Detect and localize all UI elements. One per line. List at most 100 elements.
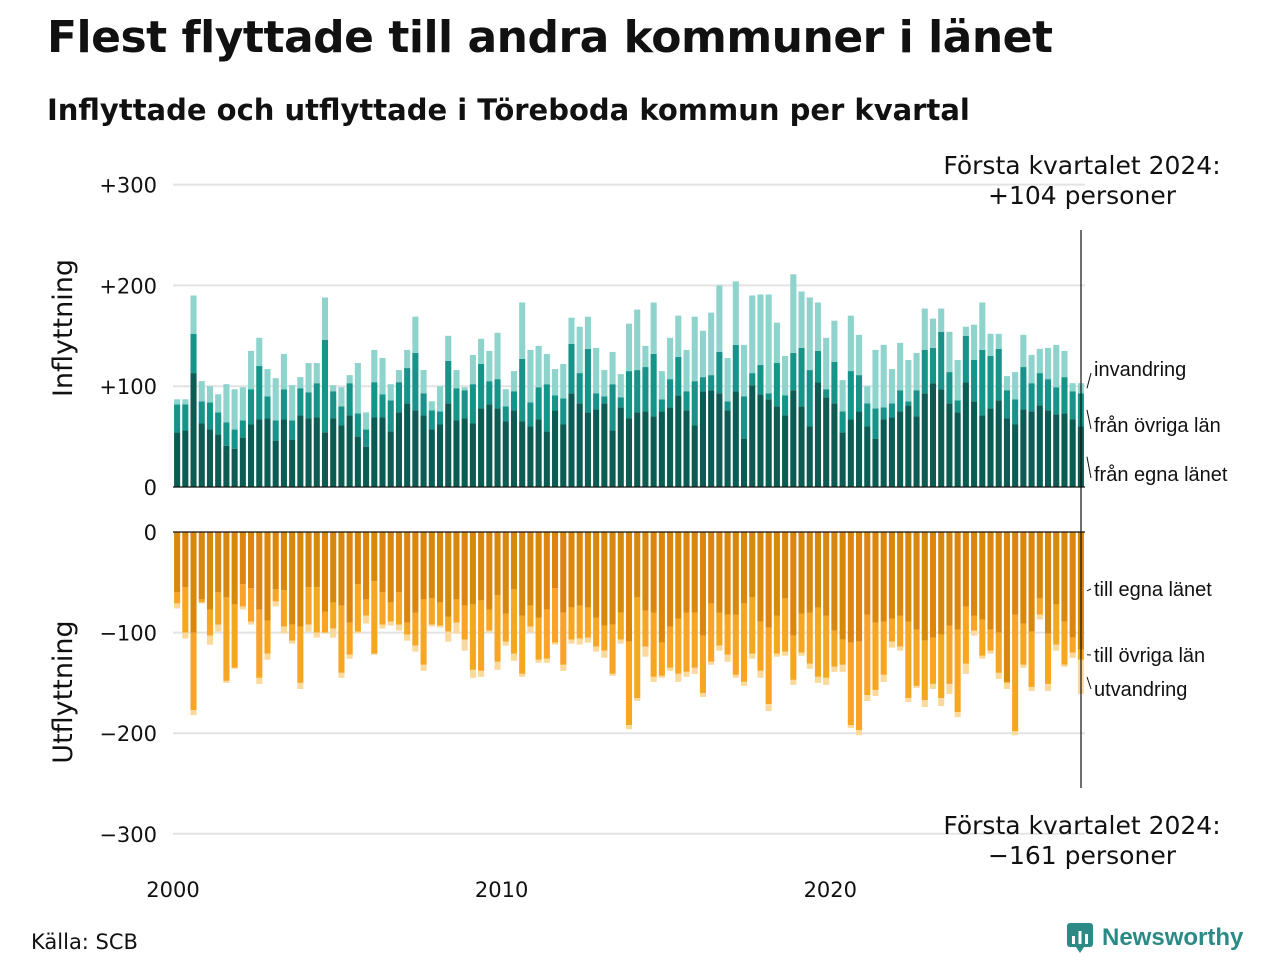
bar-inflow-other-counties — [256, 366, 262, 419]
bar-inflow-other-counties — [495, 379, 501, 408]
bar-inflow-other-counties — [347, 383, 353, 415]
bar-outflow-other-counties — [240, 584, 246, 606]
bar-outflow-other-counties — [273, 589, 279, 601]
bar-inflow-immigration — [1012, 372, 1018, 399]
bar-inflow-own-county — [749, 385, 755, 487]
bar-outflow-emigration — [593, 647, 599, 652]
bar-inflow-own-county — [996, 400, 1002, 487]
bar-outflow-emigration — [741, 682, 747, 686]
bar-outflow-own-county — [815, 532, 821, 607]
bar-outflow-other-counties — [429, 598, 435, 624]
bar-outflow-own-county — [445, 532, 451, 617]
bar-inflow-own-county — [642, 411, 648, 487]
bar-outflow-own-county — [700, 532, 706, 636]
bar-inflow-own-county — [379, 417, 385, 487]
bar-outflow-own-county — [568, 532, 574, 607]
bar-inflow-immigration — [429, 401, 435, 410]
bar-outflow-emigration — [700, 693, 706, 697]
bar-inflow-other-counties — [749, 373, 755, 385]
bar-inflow-own-county — [322, 433, 328, 487]
bar-outflow-emigration — [240, 606, 246, 609]
bar-outflow-emigration — [667, 668, 673, 671]
bar-outflow-emigration — [297, 683, 303, 689]
bar-outflow-emigration — [881, 675, 887, 682]
bar-outflow-other-counties — [470, 604, 476, 669]
bar-inflow-immigration — [232, 389, 238, 429]
bar-inflow-other-counties — [1037, 373, 1043, 405]
bar-inflow-own-county — [289, 440, 295, 487]
bar-inflow-own-county — [421, 415, 427, 487]
bar-outflow-emigration — [1029, 687, 1035, 691]
bar-outflow-own-county — [749, 532, 755, 597]
bar-inflow-own-county — [478, 408, 484, 487]
bar-inflow-immigration — [552, 369, 558, 395]
bar-inflow-immigration — [388, 384, 394, 400]
bar-inflow-own-county — [240, 438, 246, 487]
bar-outflow-own-county — [872, 532, 878, 623]
bar-outflow-other-counties — [1070, 638, 1076, 653]
bar-inflow-immigration — [856, 335, 862, 375]
bar-outflow-emigration — [1037, 614, 1043, 619]
bar-inflow-other-counties — [297, 388, 303, 415]
bar-inflow-immigration — [347, 375, 353, 383]
bar-inflow-other-counties — [536, 387, 542, 419]
bar-inflow-other-counties — [683, 391, 689, 410]
bar-outflow-other-counties — [807, 612, 813, 663]
bar-inflow-own-county — [914, 416, 920, 487]
bar-outflow-emigration — [314, 633, 320, 638]
bar-outflow-own-county — [996, 532, 1002, 633]
bar-inflow-other-counties — [421, 393, 427, 415]
bar-inflow-immigration — [511, 371, 517, 391]
bar-inflow-immigration — [963, 327, 969, 336]
bar-outflow-own-county — [1004, 532, 1010, 682]
top-annotation-line2: +104 personer — [988, 181, 1177, 210]
bar-outflow-other-counties — [601, 626, 607, 651]
bar-inflow-other-counties — [379, 394, 385, 417]
bar-inflow-other-counties — [848, 371, 854, 419]
bar-inflow-own-county — [314, 417, 320, 487]
bar-outflow-other-counties — [930, 638, 936, 684]
bar-outflow-own-county — [306, 532, 312, 587]
bar-outflow-other-counties — [856, 642, 862, 731]
bar-outflow-emigration — [683, 672, 689, 677]
bar-outflow-other-counties — [618, 612, 624, 639]
bar-outflow-own-county — [273, 532, 279, 589]
bar-outflow-other-counties — [404, 623, 410, 635]
bar-outflow-own-county — [264, 532, 270, 621]
bar-outflow-other-counties — [831, 631, 837, 667]
bar-inflow-own-county — [396, 412, 402, 487]
bar-inflow-other-counties — [174, 404, 180, 432]
bar-outflow-emigration — [889, 642, 895, 648]
bar-outflow-other-counties — [536, 618, 542, 660]
bar-outflow-emigration — [347, 655, 353, 659]
bar-inflow-immigration — [807, 297, 813, 370]
bar-outflow-emigration — [815, 677, 821, 683]
bar-outflow-other-counties — [963, 606, 969, 663]
bar-outflow-own-county — [519, 532, 525, 615]
bar-inflow-other-counties — [470, 384, 476, 423]
bar-outflow-other-counties — [626, 642, 632, 725]
bar-inflow-immigration — [404, 350, 410, 368]
bar-outflow-emigration — [1020, 665, 1026, 668]
bar-outflow-other-counties — [914, 630, 920, 686]
bar-inflow-immigration — [182, 399, 188, 404]
bar-inflow-other-counties — [585, 349, 591, 413]
bar-inflow-other-counties — [725, 401, 731, 410]
bar-outflow-emigration — [1070, 653, 1076, 658]
bar-inflow-other-counties — [412, 353, 418, 410]
bar-inflow-own-county — [338, 426, 344, 487]
bar-inflow-own-county — [840, 433, 846, 487]
bar-inflow-own-county — [741, 439, 747, 487]
bar-outflow-other-counties — [462, 605, 468, 639]
bar-outflow-other-counties — [412, 612, 418, 645]
bar-inflow-other-counties — [371, 382, 377, 417]
bar-inflow-own-county — [486, 404, 492, 487]
legend-leader — [1087, 457, 1091, 478]
bar-inflow-own-county — [593, 409, 599, 487]
bar-outflow-other-counties — [610, 625, 616, 674]
bar-outflow-other-counties — [905, 622, 911, 698]
bar-outflow-emigration — [338, 673, 344, 678]
bar-inflow-immigration — [700, 331, 706, 377]
bar-outflow-own-county — [355, 532, 361, 584]
bar-outflow-other-counties — [330, 602, 336, 628]
